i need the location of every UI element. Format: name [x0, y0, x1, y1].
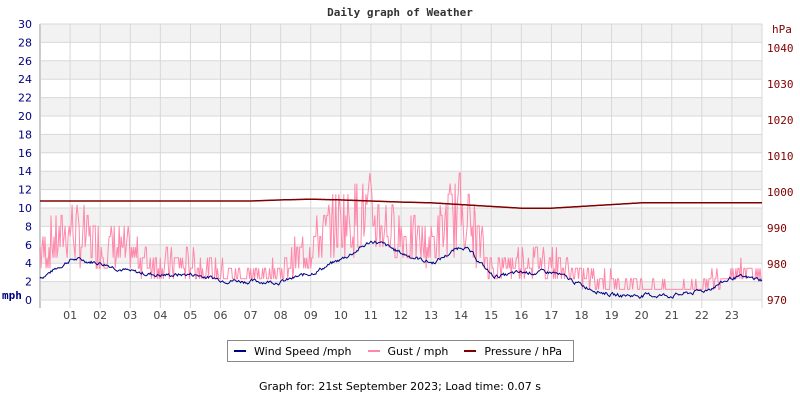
svg-text:mph: mph [2, 289, 22, 302]
svg-text:4: 4 [25, 257, 32, 270]
svg-text:22: 22 [18, 92, 32, 105]
svg-text:16: 16 [514, 309, 528, 322]
svg-text:1010: 1010 [767, 150, 794, 163]
svg-text:17: 17 [544, 309, 558, 322]
svg-text:12: 12 [18, 184, 32, 197]
svg-text:13: 13 [424, 309, 438, 322]
svg-text:02: 02 [93, 309, 107, 322]
svg-text:1030: 1030 [767, 78, 794, 91]
svg-text:20: 20 [635, 309, 649, 322]
svg-text:8: 8 [25, 220, 32, 233]
legend-label-wind: Wind Speed /mph [254, 344, 352, 358]
wind-swatch-icon [234, 350, 246, 352]
svg-text:1020: 1020 [767, 114, 794, 127]
svg-text:20: 20 [18, 110, 32, 123]
svg-text:30: 30 [18, 18, 32, 31]
svg-text:03: 03 [123, 309, 137, 322]
legend-label-gust: Gust / mph [387, 344, 449, 358]
svg-text:hPa: hPa [772, 23, 792, 36]
svg-text:07: 07 [244, 309, 258, 322]
svg-text:06: 06 [214, 309, 228, 322]
svg-text:19: 19 [605, 309, 619, 322]
svg-text:0: 0 [25, 294, 32, 307]
svg-text:14: 14 [18, 165, 32, 178]
pressure-swatch-icon [464, 350, 477, 352]
legend-item-wind: Wind Speed /mph [234, 345, 352, 358]
chart-legend: Wind Speed /mph Gust / mph Pressure / hP… [227, 340, 574, 362]
svg-text:990: 990 [767, 222, 787, 235]
svg-text:980: 980 [767, 258, 787, 271]
svg-text:23: 23 [725, 309, 739, 322]
legend-label-pressure: Pressure / hPa [484, 344, 562, 358]
svg-text:15: 15 [484, 309, 498, 322]
svg-text:1040: 1040 [767, 42, 794, 55]
svg-text:26: 26 [18, 55, 32, 68]
svg-text:09: 09 [304, 309, 318, 322]
svg-text:970: 970 [767, 294, 787, 307]
svg-text:18: 18 [18, 128, 32, 141]
svg-text:08: 08 [274, 309, 288, 322]
svg-text:18: 18 [575, 309, 589, 322]
svg-text:14: 14 [454, 309, 468, 322]
footer-status: Graph for: 21st September 2023; Load tim… [258, 380, 542, 393]
svg-text:01: 01 [63, 309, 77, 322]
svg-text:6: 6 [25, 239, 32, 252]
svg-text:12: 12 [394, 309, 408, 322]
svg-text:10: 10 [18, 202, 32, 215]
chart-title: Daily graph of Weather [327, 6, 473, 19]
svg-text:11: 11 [364, 309, 378, 322]
gust-swatch-icon [367, 350, 380, 352]
svg-text:28: 28 [18, 36, 32, 49]
svg-text:21: 21 [665, 309, 679, 322]
svg-text:16: 16 [18, 147, 32, 160]
svg-text:10: 10 [334, 309, 348, 322]
svg-text:24: 24 [18, 73, 32, 86]
svg-text:2: 2 [25, 276, 32, 289]
svg-text:04: 04 [153, 309, 167, 322]
svg-text:05: 05 [183, 309, 197, 322]
legend-item-gust: Gust / mph [367, 344, 449, 358]
svg-text:22: 22 [695, 309, 709, 322]
legend-item-pressure: Pressure / hPa [464, 345, 562, 358]
svg-text:1000: 1000 [767, 186, 794, 199]
